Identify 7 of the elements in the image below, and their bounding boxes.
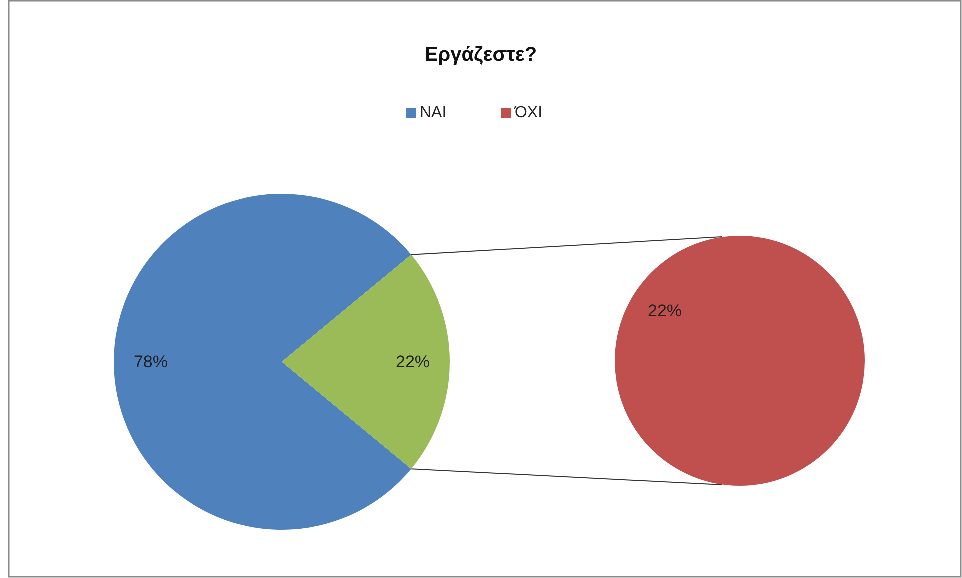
data-label: 78%: [134, 352, 168, 372]
pie-slice: [282, 254, 450, 470]
data-label: 22%: [648, 302, 682, 320]
chart-title: Εργάζεστε?: [424, 44, 538, 66]
legend-label: ΝΑΙ: [420, 104, 447, 122]
data-label: 22%: [396, 352, 430, 372]
legend-label: ΌΧΙ: [514, 104, 543, 122]
